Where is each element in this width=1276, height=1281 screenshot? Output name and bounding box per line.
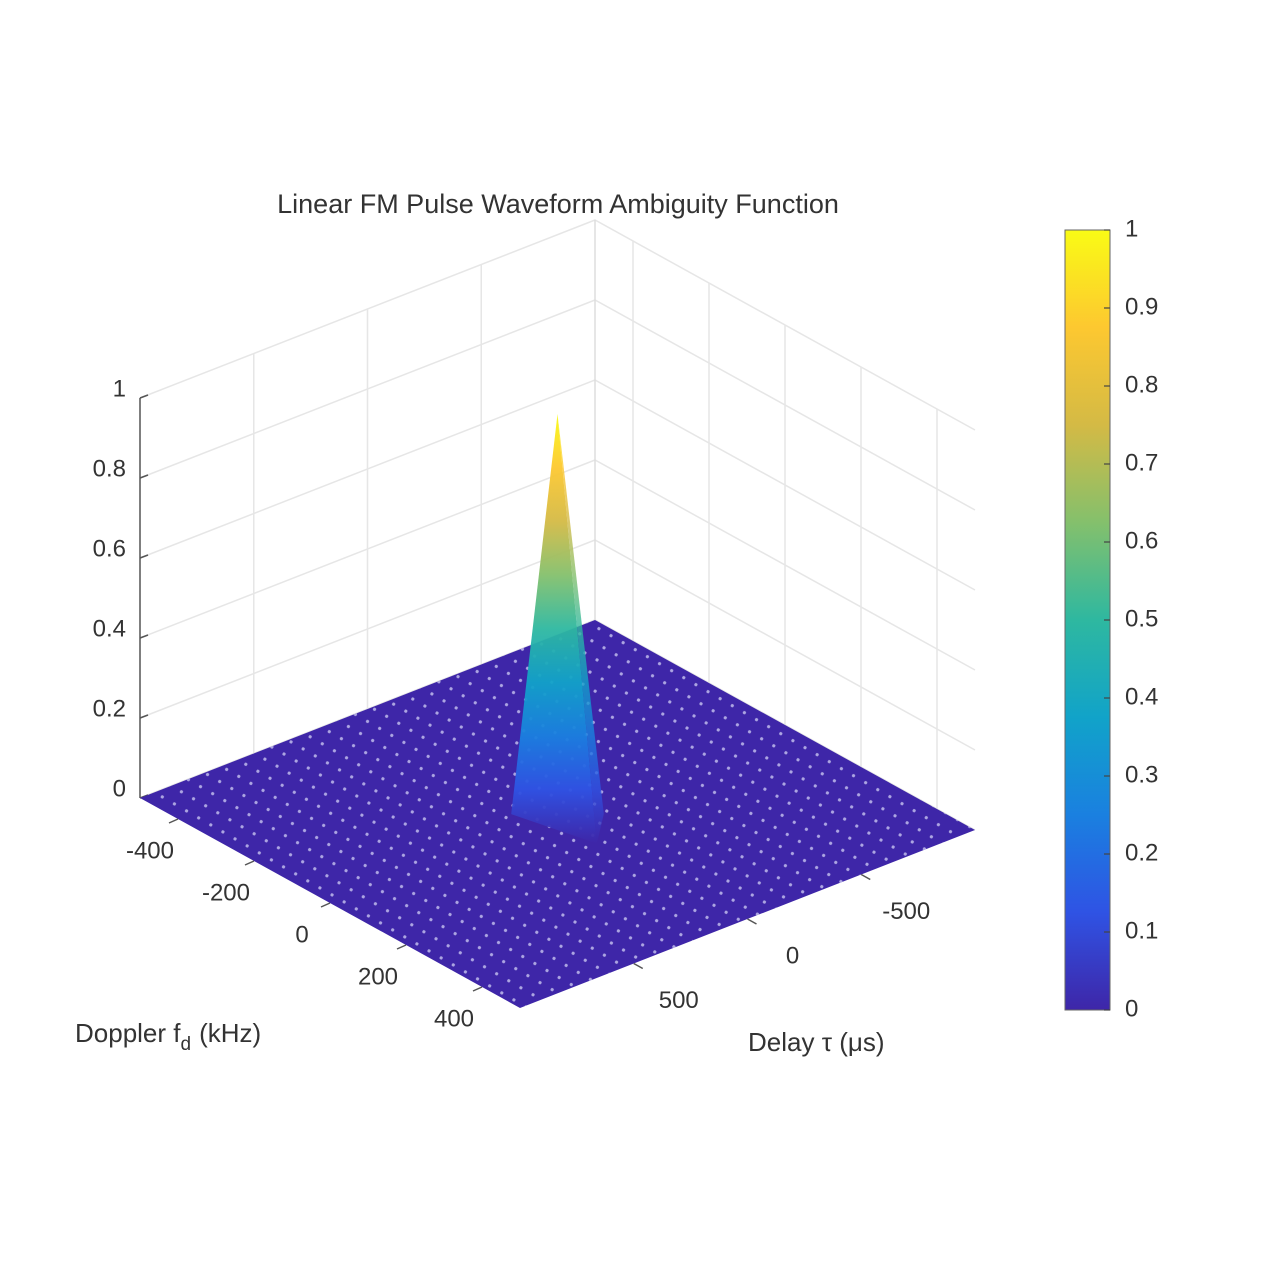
y-tick-label: -400 [126,837,174,864]
z-tick-label: 1 [113,375,126,402]
y-tick [396,944,407,950]
colorbar-tick-label: 0.3 [1125,761,1158,788]
y-tick-label: 400 [434,1005,474,1032]
z-tick-label: 0.8 [93,455,126,482]
x-tick-label: 500 [659,987,699,1014]
surface-peak-face [557,414,604,844]
colorbar [1064,229,1111,1011]
z-tick [139,714,149,719]
y-tick [244,860,255,866]
colorbar-tick-label: 0.9 [1125,293,1158,320]
colorbar-tick-label: 0.4 [1125,683,1158,710]
colorbar-tick-label: 0.2 [1125,839,1158,866]
z-tick-label: 0 [113,775,126,802]
x-tick [633,962,644,970]
z-tick-label: 0.4 [93,615,126,642]
z-tick [139,554,149,559]
y-axis-label-part: Doppler f [75,1018,181,1048]
x-axis-label: Delay τ (μs) [748,1027,885,1057]
surface-peak [511,414,597,844]
colorbar-tick-label: 0.8 [1125,371,1158,398]
y-axis-label-part: (kHz) [199,1018,261,1048]
y-axis-label: Doppler fd (kHz) [75,1018,261,1055]
z-tick-label: 0.2 [93,695,126,722]
y-tick [168,818,179,824]
y-tick-label: 0 [295,921,308,948]
y-tick [472,986,483,992]
colorbar-tick-label: 0.7 [1125,449,1158,476]
y-tick-label: 200 [358,963,398,990]
y-tick [320,902,331,908]
colorbar-tick-label: 1 [1125,215,1138,242]
colorbar-tick-label: 0.6 [1125,527,1158,554]
grid-line [139,219,976,431]
x-tick-label: 0 [786,942,799,969]
x-tick-label: -500 [882,898,930,925]
y-axis-label-part: d [181,1034,192,1055]
x-tick [747,918,757,925]
colorbar-tick-label: 0.5 [1125,605,1158,632]
colorbar-tick-label: 0.1 [1125,917,1158,944]
z-tick-label: 0.6 [93,535,126,562]
x-tick [860,873,871,881]
z-tick [139,474,149,479]
z-tick [139,394,149,399]
chart-title: Linear FM Pulse Waveform Ambiguity Funct… [277,189,839,219]
y-tick-label: -200 [202,879,250,906]
colorbar-tick-label: 0 [1125,995,1138,1022]
z-tick [139,634,149,639]
